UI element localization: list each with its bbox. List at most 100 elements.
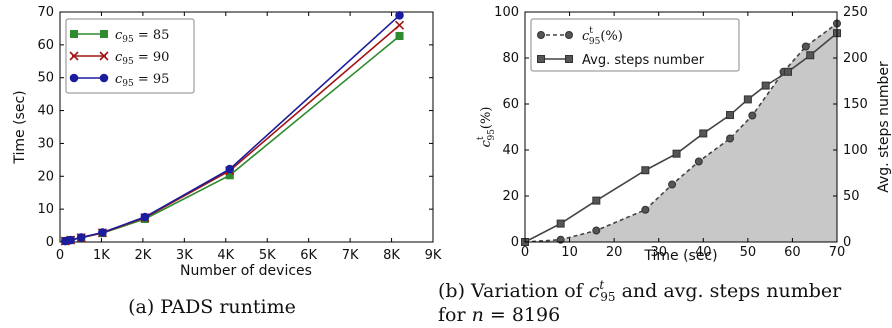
variation-legend: ct 95(%) Avg. steps number [530,18,740,72]
variation-plot-frame-top [524,11,838,243]
steps-data-point [743,95,752,104]
runtime-y-tick-label: 30 [37,136,54,151]
variation-caption-line2-rest: = 8196 [484,304,560,326]
runtime-y-ticks: 0 10 20 30 40 50 60 70 [37,5,433,250]
runtime-x-tick-label: 1K [93,248,110,263]
c95t-data-point [641,205,650,214]
legend-c95t-sub: 95 [589,37,601,47]
steps-data-point [592,196,601,205]
variation-x-ticks: 0 10 20 30 40 50 60 70 [521,12,845,260]
variation-left-y-axis-label: ct95(%) [476,107,497,148]
legend-c95t-sup: t [589,26,593,36]
variation-chart: 0 10 20 30 40 50 60 70 0 20 40 60 80 100 0 50 100 150 20… [438,5,892,326]
c95t-area [525,23,837,242]
runtime-y-tick-label: 0 [46,235,54,250]
runtime-chart: 0 1K 2K 3K 4K 5K 6K 7K 8K 9K 0 10 20 30 40 50 60 70 Numb… [12,5,442,318]
legend-c95t-marker [565,31,573,39]
legend-steps-label: Avg. steps number [582,53,705,68]
runtime-x-tick-label: 4K [217,248,234,263]
legend-entry-steps: Avg. steps number [537,53,705,68]
variation-left-y-label-sup: t [476,136,486,140]
variation-left-y-label-rest: (%) [479,107,494,130]
variation-right-y-tick-label: 0 [843,235,851,250]
c95t-data-point [726,134,735,143]
variation-right-y-tick-label: 50 [843,189,860,204]
steps-data-point [783,67,792,76]
runtime-legend-marker [100,30,108,38]
runtime-data-point [395,31,404,40]
variation-caption-suffix: and avg. steps number [616,280,843,302]
legend-c95t-rest: (%) [600,29,623,44]
c95t-data-point [668,180,677,189]
legend-c95t-sym: c [582,29,590,44]
runtime-x-tick-label: 8K [383,248,400,263]
variation-left-y-tick-label: 80 [502,51,519,66]
runtime-x-tick-label: 3K [176,248,193,263]
variation-x-tick-label: 10 [561,245,578,260]
variation-right-y-axis-label: Avg. steps number [876,61,892,193]
legend-c95t-label: ct 95(%) [582,26,623,47]
runtime-legend-rest: = 85 [134,28,170,43]
variation-right-y-tick-label: 250 [843,5,868,20]
variation-left-y-tick-label: 40 [502,143,519,158]
runtime-legend-rest: = 90 [134,50,170,65]
runtime-data-point [98,228,107,237]
runtime-x-tick-label: 9K [425,248,442,263]
variation-left-y-tick-label: 20 [502,189,519,204]
runtime-legend-label: c95 = 95 [115,72,169,89]
runtime-legend-rest: = 95 [134,72,170,87]
runtime-plot-frame [59,11,434,243]
variation-right-y-tick-label: 150 [843,97,868,112]
runtime-data-point [395,10,404,20]
variation-x-tick-label: 50 [740,245,757,260]
variation-left-y-tick-label: 0 [511,235,519,250]
steps-data-point [556,219,565,228]
variation-left-y-tick-label: 60 [502,97,519,112]
variation-x-tick-label: 0 [521,245,529,260]
runtime-y-tick-label: 50 [37,71,54,86]
c95t-data-point [556,235,565,244]
runtime-legend-sub: 95 [122,57,134,67]
variation-caption-line2-prefix: for [438,304,472,326]
steps-data-point [699,129,708,138]
runtime-y-axis-label: Time (sec) [12,90,28,164]
variation-x-tick-label: 30 [650,245,667,260]
variation-left-y-tick-label: 100 [494,5,519,20]
steps-data-point [726,111,735,120]
variation-x-tick-label: 60 [784,245,801,260]
runtime-y-tick-label: 10 [37,202,54,217]
runtime-x-axis-label: Number of devices [180,263,312,279]
variation-legend-box [530,18,740,72]
variation-left-y-ticks: 0 20 40 60 80 100 [494,5,529,250]
runtime-x-tick-label: 6K [300,248,317,263]
runtime-legend-marker [69,73,79,83]
variation-x-tick-label: 40 [695,245,712,260]
runtime-legend-sym: c [115,28,123,43]
runtime-y-tick-label: 60 [37,38,54,53]
runtime-legend-marker [99,51,109,61]
runtime-data-point [394,20,405,30]
variation-left-y-label-sym: c [479,139,494,147]
steps-data-point [672,149,681,158]
c95t-filled-area [525,23,837,242]
steps-data-point [761,81,770,90]
variation-caption-prefix: (b) Variation of [438,280,589,302]
variation-caption-sup: t [599,278,604,292]
runtime-legend-sym: c [115,50,123,65]
runtime-legend-sub: 95 [122,35,134,45]
runtime-x-ticks: 0 1K 2K 3K 4K 5K 6K 7K 8K 9K [56,12,442,263]
runtime-legend-marker [99,73,109,83]
runtime-y-tick-label: 20 [37,169,54,184]
variation-x-tick-label: 20 [606,245,623,260]
steps-data-point [806,51,815,60]
runtime-y-tick-label: 40 [37,104,54,119]
runtime-legend-sub: 95 [122,79,134,89]
runtime-data-point [76,233,86,242]
variation-x-tick-label: 70 [829,245,846,260]
runtime-data-point [66,235,75,245]
legend-c95t-marker [537,31,545,39]
runtime-legend-marker [69,51,79,61]
steps-data-point [641,166,650,175]
